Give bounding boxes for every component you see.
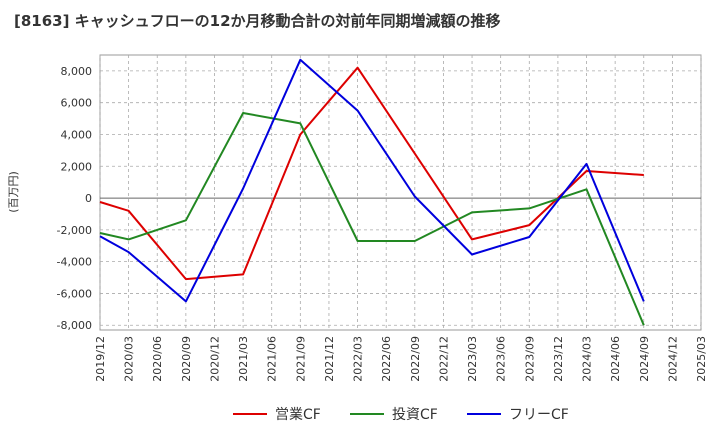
y-tick-label: 0 xyxy=(85,192,92,205)
y-tick-label: -4,000 xyxy=(57,256,92,269)
x-tick-label: 2023/12 xyxy=(552,336,565,382)
x-tick-label: 2024/12 xyxy=(666,336,679,382)
x-tick-label: 2021/12 xyxy=(323,336,336,382)
series-lines xyxy=(99,58,645,326)
y-tick-label: -8,000 xyxy=(57,319,92,332)
y-tick-label: -6,000 xyxy=(57,287,92,300)
series-line-0 xyxy=(99,66,644,281)
y-tick-label: 6,000 xyxy=(61,97,93,110)
legend-label-0: 営業CF xyxy=(275,407,321,423)
x-tick-label: 2019/12 xyxy=(94,336,107,382)
x-tick-label: 2023/09 xyxy=(523,336,536,382)
x-tick-label: 2021/09 xyxy=(294,336,307,382)
x-tick-label: 2025/03 xyxy=(695,336,708,382)
x-tick-label: 2022/12 xyxy=(437,336,450,382)
x-tick-label: 2023/06 xyxy=(495,336,508,382)
y-axis-tick-labels: -8,000 -6,000 -4,000 -2,000 0 2,000 4,000 6,000… xyxy=(57,65,92,332)
x-tick-label: 2024/03 xyxy=(581,336,594,382)
x-tick-label: 2020/12 xyxy=(208,336,221,382)
legend-label-1: 投資CF xyxy=(392,407,438,423)
y-tick-label: 8,000 xyxy=(61,65,93,78)
y-axis-title: (百万円) xyxy=(7,171,20,213)
x-tick-label: 2021/06 xyxy=(266,336,279,382)
x-tick-label: 2020/09 xyxy=(180,336,193,382)
legend-label-2: フリーCF xyxy=(509,407,569,423)
legend: 営業CF 投資CF フリーCF xyxy=(233,407,569,423)
y-tick-label: -2,000 xyxy=(57,224,92,237)
chart-title: [8163] キャッシュフローの12か月移動合計の対前年同期増減額の推移 xyxy=(14,12,501,30)
y-tick-label: 4,000 xyxy=(61,128,93,141)
plot-area xyxy=(99,54,702,331)
x-axis-tick-labels: 2019/12 2020/03 2020/06 2020/09 2020/12 2021/… xyxy=(94,336,708,382)
x-tick-label: 2020/03 xyxy=(123,336,136,382)
x-tick-label: 2022/06 xyxy=(380,336,393,382)
x-tick-label: 2022/09 xyxy=(409,336,422,382)
x-tick-label: 2021/03 xyxy=(237,336,250,382)
series-line-2 xyxy=(99,58,645,303)
x-tick-label: 2024/09 xyxy=(638,336,651,382)
x-tick-label: 2020/06 xyxy=(151,336,164,382)
x-tick-label: 2024/06 xyxy=(609,336,622,382)
y-tick-label: 2,000 xyxy=(61,160,93,173)
x-tick-label: 2023/03 xyxy=(466,336,479,382)
series-line-1 xyxy=(99,112,645,326)
x-tick-label: 2022/03 xyxy=(352,336,365,382)
